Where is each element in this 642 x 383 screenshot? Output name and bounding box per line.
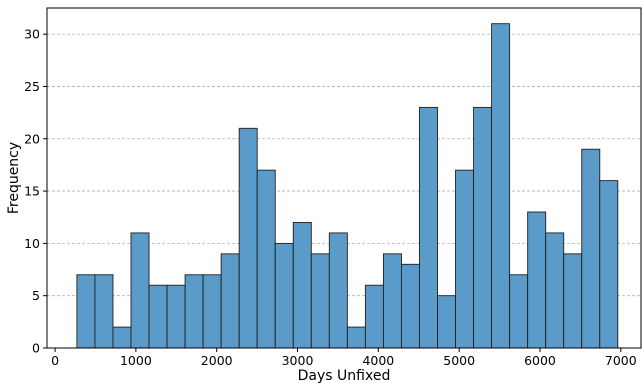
y-tick-label: 15: [24, 184, 40, 199]
histogram-bar: [563, 253, 583, 349]
histogram-bar: [94, 274, 114, 349]
x-tick-label: 7000: [605, 353, 637, 368]
histogram-bar: [545, 232, 565, 349]
histogram-bar: [148, 284, 168, 349]
plot-frame: [46, 7, 642, 349]
x-tick-label: 0: [51, 353, 59, 368]
histogram-bar: [274, 242, 294, 349]
histogram-bar: [292, 222, 312, 349]
histogram-bars: [76, 23, 619, 349]
y-tick-label: 0: [32, 341, 40, 356]
histogram-bar: [599, 180, 619, 349]
histogram-bar: [419, 106, 438, 349]
x-tick-label: 6000: [524, 353, 556, 368]
histogram-bar: [76, 274, 96, 349]
histogram-bar: [220, 253, 240, 349]
histogram-bar: [202, 274, 222, 349]
y-tick-label: 30: [24, 27, 40, 42]
y-tick-label: 20: [24, 131, 40, 146]
histogram-bar: [238, 127, 258, 349]
y-axis-ticks: 0 5 10 15 20 25 30: [24, 27, 47, 356]
histogram-bar: [112, 326, 132, 349]
histogram-bar: [455, 169, 475, 349]
histogram-bar: [184, 274, 204, 349]
histogram-bar: [437, 295, 456, 349]
histogram-bar: [256, 169, 276, 349]
histogram-bar: [527, 211, 547, 349]
histogram-bar: [166, 284, 186, 349]
histogram-bar: [491, 23, 511, 349]
x-tick-label: 1000: [120, 353, 152, 368]
x-tick-label: 2000: [201, 353, 233, 368]
histogram-bar: [346, 326, 366, 349]
histogram-bar: [364, 284, 384, 349]
y-tick-label: 5: [32, 288, 40, 303]
histogram-bar: [310, 253, 330, 349]
histogram-bar: [581, 148, 601, 349]
x-tick-label: 5000: [443, 353, 475, 368]
x-axis-ticks: 0 1000 2000 3000 4000 5000 6000 7000: [51, 348, 637, 368]
histogram-bar: [473, 106, 493, 349]
histogram-bar: [509, 274, 529, 349]
y-tick-label: 25: [24, 79, 40, 94]
histogram-bar: [130, 232, 150, 349]
x-axis-label: Days Unfixed: [298, 368, 391, 383]
x-tick-label: 4000: [362, 353, 394, 368]
y-axis-label: Frequency: [6, 142, 22, 214]
histogram-bar: [382, 253, 402, 349]
x-tick-label: 3000: [282, 353, 314, 368]
histogram-bar: [400, 263, 420, 349]
y-tick-label: 10: [24, 236, 40, 251]
histogram-bar: [328, 232, 348, 349]
